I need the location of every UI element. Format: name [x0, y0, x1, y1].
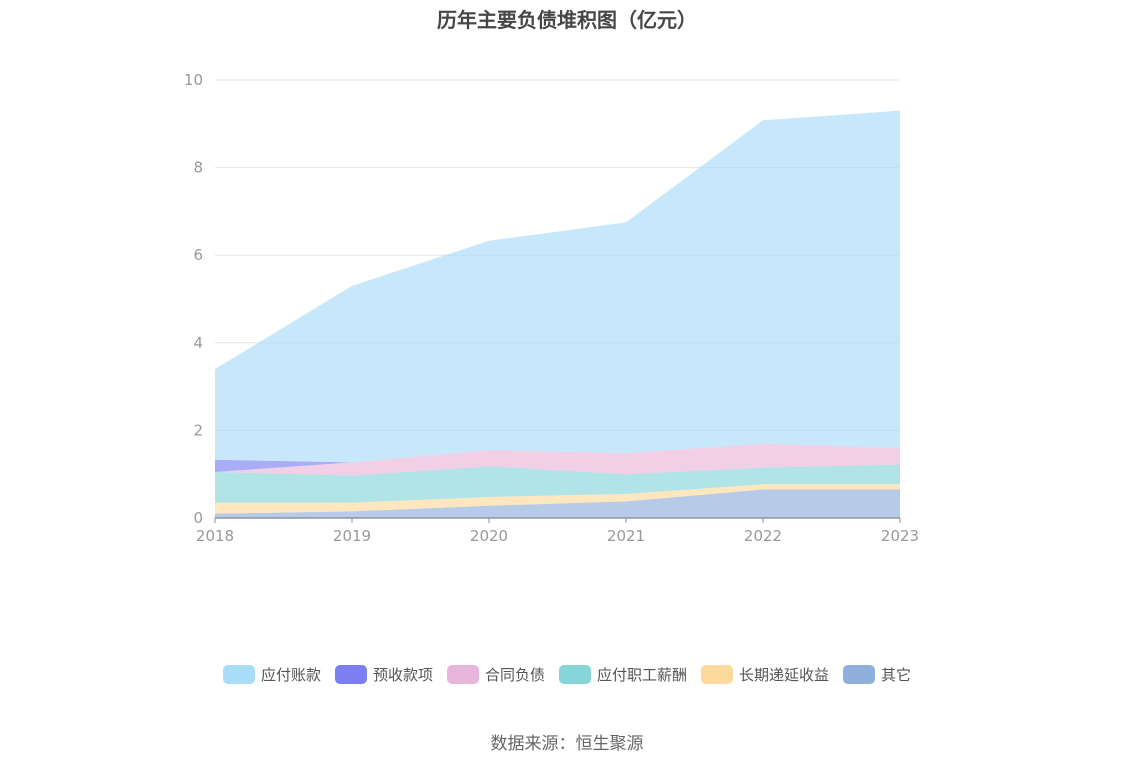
legend-swatch	[559, 665, 591, 684]
area-series-合同负债	[215, 443, 900, 476]
y-tick-label: 10	[184, 71, 203, 89]
x-tick-label: 2022	[744, 527, 782, 545]
area-series-应付职工薪酬	[215, 464, 900, 503]
y-tick-label: 0	[193, 509, 203, 527]
x-tick-label: 2018	[196, 527, 234, 545]
y-tick-label: 2	[193, 421, 203, 439]
y-tick-label: 4	[193, 334, 203, 352]
legend-item[interactable]: 应付职工薪酬	[559, 664, 687, 685]
y-tick-label: 6	[193, 246, 203, 264]
legend-label: 合同负债	[484, 666, 545, 684]
legend-item[interactable]: 应付账款	[222, 664, 321, 685]
x-tick-label: 2020	[470, 527, 508, 545]
legend-item[interactable]: 合同负债	[446, 664, 545, 685]
area-series-其它	[215, 489, 900, 518]
chart-legend: 应付账款 预收款项 合同负债 应付职工薪酬 长期递延收益 其它	[0, 664, 1134, 685]
legend-swatch	[334, 665, 367, 684]
legend-item[interactable]: 预收款项	[334, 664, 433, 685]
area-series-应付账款	[215, 110, 900, 463]
x-tick-label: 2023	[881, 527, 919, 545]
legend-label: 预收款项	[372, 666, 433, 684]
legend-label: 应付账款	[260, 666, 321, 684]
x-tick-label: 2019	[333, 527, 371, 545]
legend-item[interactable]: 其它	[843, 664, 911, 685]
legend-item[interactable]: 长期递延收益	[701, 664, 829, 685]
data-source: 数据来源：恒生聚源	[490, 734, 644, 754]
legend-swatch	[843, 665, 876, 684]
stacked-area-chart: 0 2 4 6 8 10 2018 2019 2020 2021 2022 2023	[184, 71, 919, 545]
legend-label: 其它	[881, 666, 912, 684]
y-tick-label: 8	[193, 159, 203, 177]
legend-swatch	[222, 665, 255, 684]
chart-title: 历年主要负债堆积图（亿元）	[437, 8, 697, 32]
legend-swatch	[446, 665, 479, 684]
legend-swatch	[701, 665, 734, 684]
legend-label: 应付职工薪酬	[597, 666, 688, 684]
legend-label: 长期递延收益	[739, 666, 830, 684]
x-tick-label: 2021	[607, 527, 645, 545]
area-series-长期递延收益	[215, 484, 900, 514]
